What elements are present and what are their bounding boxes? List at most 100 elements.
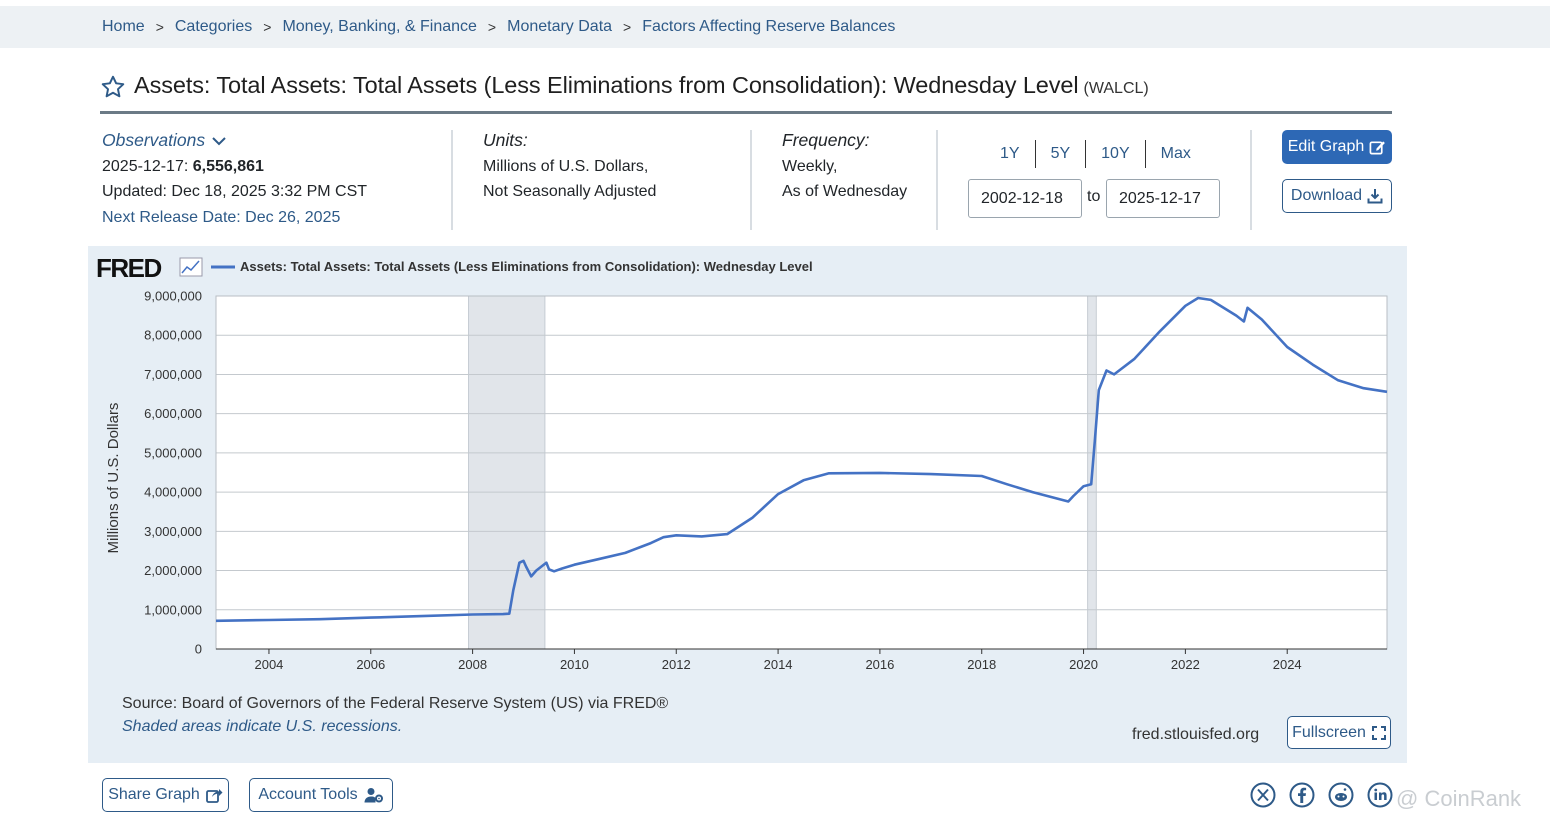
share-icon xyxy=(205,788,223,803)
updated-text: Updated: Dec 18, 2025 3:32 PM CST xyxy=(102,183,368,200)
breadcrumb-bar: Home > Categories > Money, Banking, & Fi… xyxy=(0,6,1550,48)
y-tick-label: 0 xyxy=(195,642,202,657)
range-5y-button[interactable]: 5Y xyxy=(1050,145,1071,162)
account-tools-label: Account Tools xyxy=(258,786,358,803)
reddit-icon[interactable] xyxy=(1328,782,1354,808)
title-row: Assets: Total Assets: Total Assets (Less… xyxy=(100,72,1392,114)
breadcrumb-separator: > xyxy=(487,19,497,35)
fullscreen-button[interactable]: Fullscreen xyxy=(1287,716,1391,749)
edit-graph-button[interactable]: Edit Graph xyxy=(1282,130,1392,164)
divider xyxy=(451,130,453,230)
share-graph-label: Share Graph xyxy=(108,786,200,803)
y-tick-label: 4,000,000 xyxy=(144,485,202,500)
breadcrumb-categories[interactable]: Categories xyxy=(174,18,253,35)
y-tick-label: 2,000,000 xyxy=(144,563,202,578)
fullscreen-icon xyxy=(1371,725,1386,740)
account-tools-button[interactable]: Account Tools xyxy=(249,778,393,812)
range-1y-button[interactable]: 1Y xyxy=(1000,145,1020,162)
start-date-input[interactable]: 2002-12-18 xyxy=(968,179,1082,218)
facebook-icon[interactable] xyxy=(1289,782,1315,808)
y-tick-label: 9,000,000 xyxy=(144,289,202,304)
legend-label: Assets: Total Assets: Total Assets (Less… xyxy=(240,259,813,274)
x-twitter-icon[interactable] xyxy=(1250,782,1276,808)
chart-mini-icon xyxy=(179,257,203,277)
divider xyxy=(936,130,938,230)
share-graph-button[interactable]: Share Graph xyxy=(102,778,229,812)
divider xyxy=(1085,140,1087,168)
observation-value: 6,556,861 xyxy=(192,157,264,175)
x-tick-label: 2008 xyxy=(458,657,487,672)
breadcrumb-separator: > xyxy=(623,19,632,35)
x-tick-label: 2022 xyxy=(1171,657,1200,672)
units-panel: Units: Millions of U.S. Dollars, Not Sea… xyxy=(483,128,656,205)
series-id: (WALCL) xyxy=(1083,80,1149,97)
divider xyxy=(1144,140,1146,168)
x-tick-label: 2010 xyxy=(560,657,589,672)
observation-date: 2025-12-17: xyxy=(102,157,189,175)
x-tick-label: 2012 xyxy=(662,657,691,672)
range-buttons: 1Y 5Y 10Y Max xyxy=(985,140,1206,168)
fullscreen-label: Fullscreen xyxy=(1292,723,1366,741)
frequency-label: Frequency: xyxy=(782,130,870,150)
watermark-text: @ CoinRank xyxy=(1396,786,1522,811)
x-tick-label: 2016 xyxy=(865,657,894,672)
breadcrumb-factors-affecting-reserve-balances[interactable]: Factors Affecting Reserve Balances xyxy=(642,18,896,35)
range-max-button[interactable]: Max xyxy=(1160,145,1191,162)
x-tick-label: 2004 xyxy=(254,657,283,672)
fred-logo: FRED xyxy=(96,253,162,283)
next-release-link[interactable]: Next Release Date: Dec 26, 2025 xyxy=(102,208,341,226)
units-line-1: Millions of U.S. Dollars, xyxy=(483,157,649,175)
x-tick-label: 2018 xyxy=(967,657,996,672)
to-label: to xyxy=(1087,188,1101,205)
y-tick-label: 3,000,000 xyxy=(144,524,202,539)
y-axis-label: Millions of U.S. Dollars xyxy=(105,403,122,554)
user-gear-icon xyxy=(364,788,383,803)
edit-graph-label: Edit Graph xyxy=(1287,138,1365,155)
source-text: Source: Board of Governors of the Federa… xyxy=(122,695,669,712)
observations-label: Observations xyxy=(102,130,206,150)
chart[interactable]: FRED Assets: Total Assets: Total Assets … xyxy=(88,246,1407,686)
linkedin-icon[interactable] xyxy=(1367,782,1393,808)
x-tick-label: 2006 xyxy=(356,657,385,672)
site-url[interactable]: fred.stlouisfed.org xyxy=(1132,726,1260,743)
chart-panel: FRED Assets: Total Assets: Total Assets … xyxy=(88,246,1407,763)
breadcrumb-separator: > xyxy=(263,19,272,35)
plot-area xyxy=(216,296,1387,649)
y-tick-label: 8,000,000 xyxy=(144,328,202,343)
x-tick-label: 2020 xyxy=(1069,657,1098,672)
observations-panel: Observations 2025-12-17: 6,556,861 Updat… xyxy=(102,128,367,230)
divider xyxy=(1250,130,1252,230)
divider xyxy=(1034,140,1036,168)
end-date-input[interactable]: 2025-12-17 xyxy=(1106,179,1220,218)
download-icon xyxy=(1367,189,1383,204)
breadcrumb: Home > Categories > Money, Banking, & Fi… xyxy=(102,18,895,36)
breadcrumb-monetary-data[interactable]: Monetary Data xyxy=(507,18,613,35)
frequency-line-2: As of Wednesday xyxy=(782,183,908,200)
y-tick-label: 5,000,000 xyxy=(144,445,202,460)
frequency-line-1: Weekly, xyxy=(782,157,838,175)
divider xyxy=(750,130,752,230)
latest-observation: 2025-12-17: 6,556,861 xyxy=(102,154,367,180)
recession-note: Shaded areas indicate U.S. recessions. xyxy=(122,718,403,735)
observations-toggle[interactable]: Observations xyxy=(102,128,367,154)
chevron-down-icon xyxy=(212,137,226,146)
range-10y-button[interactable]: 10Y xyxy=(1101,145,1130,162)
download-button[interactable]: Download xyxy=(1282,179,1392,213)
units-label: Units: xyxy=(483,130,528,150)
x-tick-label: 2024 xyxy=(1273,657,1302,672)
download-label: Download xyxy=(1290,187,1363,204)
y-tick-label: 6,000,000 xyxy=(144,406,202,421)
watermark: @ CoinRank xyxy=(1396,786,1521,812)
breadcrumb-home[interactable]: Home xyxy=(102,18,145,35)
breadcrumb-separator: > xyxy=(155,19,164,35)
frequency-panel: Frequency: Weekly, As of Wednesday xyxy=(782,128,907,205)
recession-shade xyxy=(468,295,546,650)
y-tick-label: 7,000,000 xyxy=(144,367,202,382)
page-title: Assets: Total Assets: Total Assets (Less… xyxy=(134,72,1079,98)
y-tick-label: 1,000,000 xyxy=(144,602,202,617)
breadcrumb-money-banking-finance[interactable]: Money, Banking, & Finance xyxy=(282,18,477,35)
star-icon[interactable] xyxy=(100,74,126,100)
series-line-walcl[interactable] xyxy=(215,296,1388,623)
edit-icon xyxy=(1369,140,1386,154)
x-tick-label: 2014 xyxy=(764,657,793,672)
